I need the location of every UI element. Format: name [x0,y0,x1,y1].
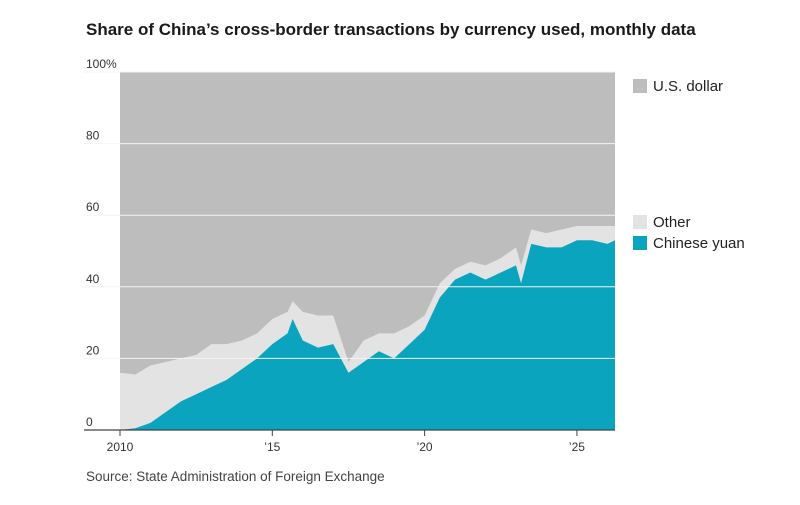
x-tick-label: 2010 [107,440,134,454]
legend: U.S. dollar Other Chinese yuan [633,78,745,252]
source-note: Source: State Administration of Foreign … [86,469,385,484]
legend-chinese-yuan-label: Chinese yuan [653,235,745,252]
chart-title: Share of China’s cross-border transactio… [86,20,696,39]
legend-other-label: Other [653,214,691,231]
legend-us-dollar-label: U.S. dollar [653,78,723,95]
x-axis: 2010 ’15 ’20 ’25 [107,430,585,454]
legend-us-dollar-swatch [633,79,647,93]
x-tick-label: ’20 [417,440,433,454]
plot-areas [120,72,615,430]
y-tick-label: 80 [86,129,100,143]
y-tick-label: 20 [86,343,100,357]
y-tick-label: 100% [86,57,117,71]
y-tick-label: 40 [86,272,100,286]
x-tick-label: ’25 [569,440,585,454]
legend-chinese-yuan-swatch [633,236,647,250]
y-axis-ticks: 0 20 40 60 80 100% [86,57,117,429]
legend-other-swatch [633,215,647,229]
gridlines [84,71,615,431]
y-tick-label: 60 [86,200,100,214]
x-tick-label: ’15 [264,440,280,454]
y-tick-label: 0 [86,415,93,429]
area-chinese-yuan [120,240,615,430]
